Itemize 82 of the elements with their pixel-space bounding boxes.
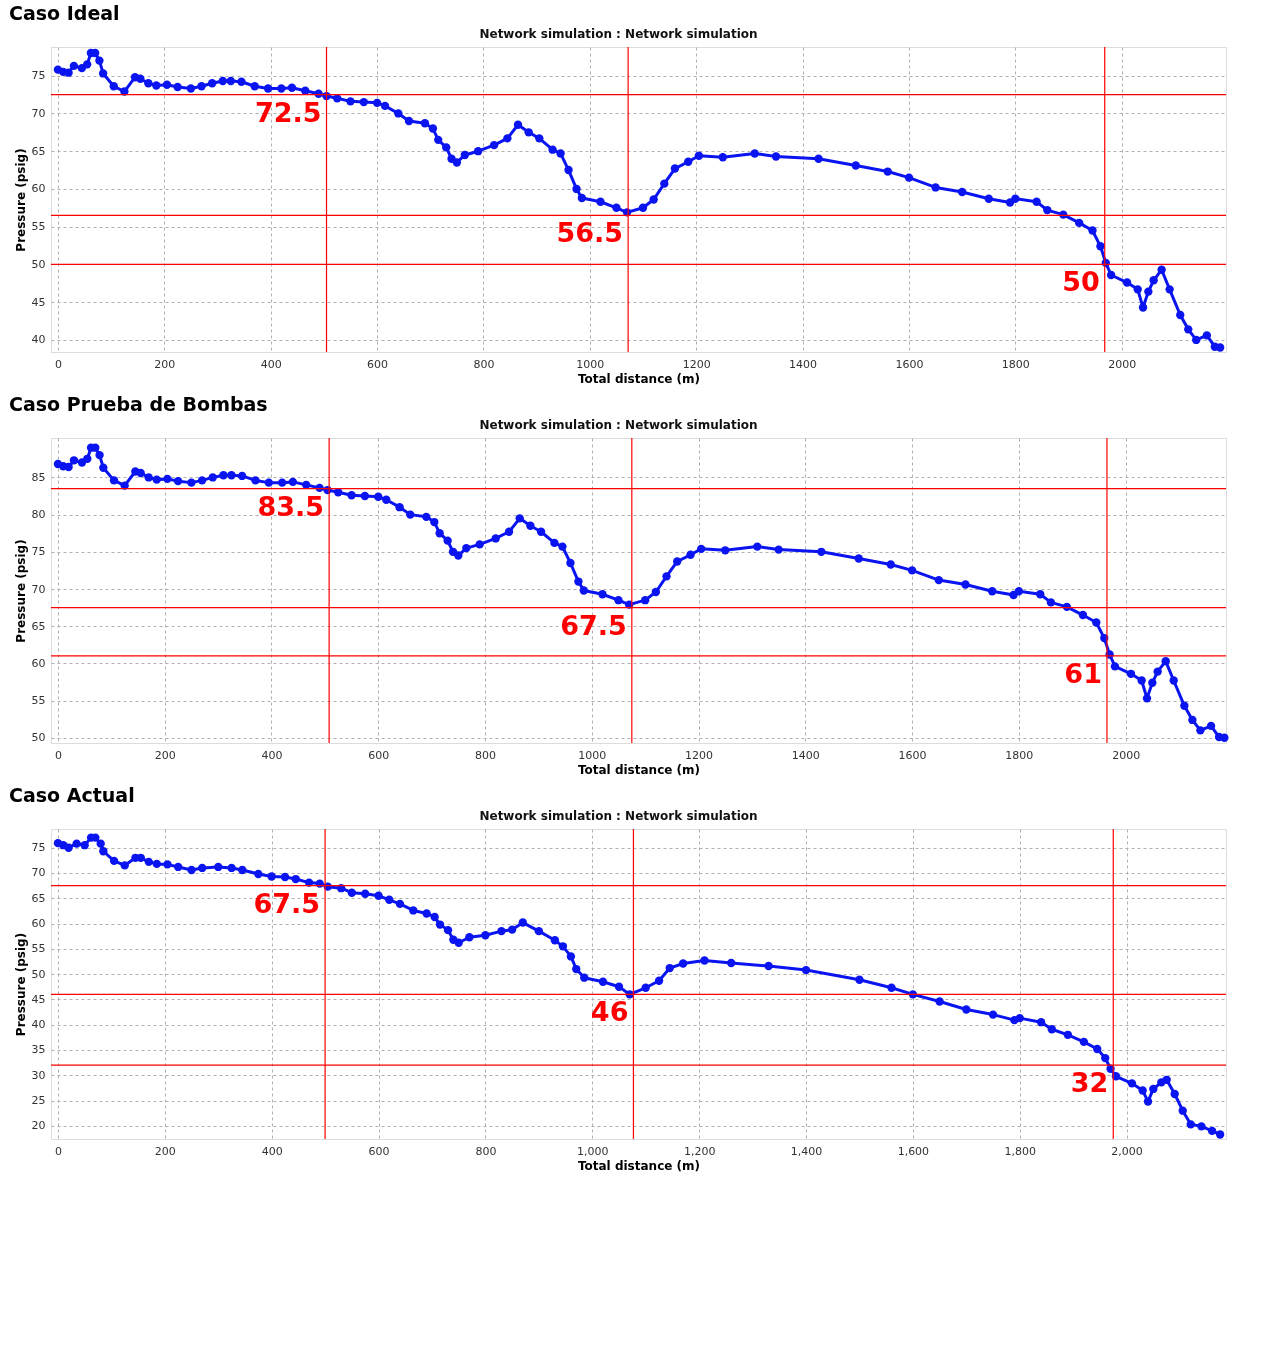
x-tick-label: 200 (154, 748, 176, 762)
y-axis-title: Pressure (psig) (13, 148, 28, 252)
y-tick-label: 70 (31, 866, 46, 880)
x-tick-label: 1,400 (790, 1144, 823, 1158)
y-tick-label: 55 (31, 220, 46, 234)
y-tick-label: 55 (31, 694, 46, 708)
chart-subtitle: Network simulation : Network simulation (479, 27, 758, 41)
x-axis-title: Total distance (m) (577, 1158, 701, 1173)
y-tick-label: 55 (31, 942, 46, 956)
y-tick-label: 45 (31, 992, 46, 1006)
annotation: 61 (1064, 657, 1102, 689)
y-tick-label: 80 (31, 508, 46, 522)
y-tick-label: 75 (31, 545, 46, 559)
y-axis-title: Pressure (psig) (13, 539, 28, 643)
annotation: 67.5 (253, 887, 321, 919)
x-tick-label: 1000 (578, 748, 607, 762)
x-tick-label: 0 (54, 1144, 62, 1158)
x-tick-label: 400 (261, 748, 283, 762)
x-axis-title: Total distance (m) (577, 371, 701, 386)
chart-subtitle: Network simulation : Network simulation (479, 809, 758, 823)
y-tick-label: 40 (31, 1018, 46, 1032)
y-tick-label: 70 (31, 582, 46, 596)
x-tick-label: 1000 (576, 357, 605, 371)
annotation: 72.5 (254, 96, 322, 128)
chart-title: Caso Ideal (9, 2, 120, 24)
x-tick-label: 1400 (789, 357, 818, 371)
x-tick-label: 600 (367, 357, 389, 371)
y-tick-label: 25 (31, 1094, 46, 1108)
x-tick-label: 1600 (895, 357, 924, 371)
x-tick-label: 200 (154, 357, 176, 371)
y-tick-label: 30 (31, 1068, 46, 1082)
y-tick-label: 50 (31, 731, 46, 745)
x-tick-label: 800 (473, 357, 495, 371)
y-tick-label: 20 (31, 1119, 46, 1133)
x-tick-label: 1800 (1001, 357, 1030, 371)
y-tick-label: 65 (31, 144, 46, 158)
annotation: 46 (590, 996, 629, 1028)
x-tick-label: 2000 (1112, 748, 1141, 762)
y-tick-label: 60 (31, 182, 46, 196)
annotation: 83.5 (257, 490, 325, 522)
y-tick-label: 35 (31, 1043, 46, 1057)
x-tick-label: 1,800 (1004, 1144, 1036, 1158)
y-tick-label: 45 (31, 295, 46, 309)
x-tick-label: 1,600 (897, 1144, 930, 1158)
y-axis-title: Pressure (psig) (13, 932, 28, 1037)
x-tick-label: 600 (368, 748, 390, 762)
y-tick-label: 65 (31, 619, 46, 633)
y-tick-label: 60 (31, 656, 46, 670)
chart-subtitle: Network simulation : Network simulation (479, 418, 758, 432)
x-tick-label: 1200 (685, 748, 714, 762)
y-tick-label: 65 (31, 891, 46, 905)
x-tick-label: 600 (368, 1144, 390, 1158)
x-tick-label: 1,000 (577, 1144, 609, 1158)
x-tick-label: 1400 (791, 748, 820, 762)
y-tick-label: 70 (31, 106, 46, 120)
x-tick-label: 2000 (1108, 357, 1137, 371)
chart-title: Caso Prueba de Bombas (9, 393, 268, 415)
x-tick-label: 2,000 (1111, 1144, 1143, 1158)
y-tick-label: 75 (31, 841, 46, 855)
y-tick-label: 40 (31, 333, 46, 347)
annotation: 32 (1070, 1067, 1109, 1099)
y-tick-label: 50 (31, 257, 46, 271)
annotation: 67.5 (560, 609, 627, 641)
x-tick-label: 200 (154, 1144, 176, 1158)
x-tick-label: 400 (260, 357, 282, 371)
annotation: 50 (1062, 266, 1100, 298)
x-tick-label: 1800 (1005, 748, 1034, 762)
x-tick-label: 1,200 (683, 1144, 716, 1158)
x-tick-label: 400 (261, 1144, 283, 1158)
y-tick-label: 60 (31, 917, 46, 931)
y-tick-label: 85 (31, 470, 46, 484)
x-tick-label: 0 (54, 357, 62, 371)
annotation: 56.5 (556, 217, 624, 249)
x-tick-label: 800 (475, 748, 497, 762)
y-tick-label: 50 (31, 967, 46, 981)
chart-title: Caso Actual (9, 784, 135, 806)
x-tick-label: 1200 (682, 357, 711, 371)
x-tick-label: 1600 (898, 748, 927, 762)
x-tick-label: 800 (475, 1144, 497, 1158)
y-tick-label: 75 (31, 69, 46, 83)
x-tick-label: 0 (54, 748, 62, 762)
x-axis-title: Total distance (m) (577, 762, 701, 777)
